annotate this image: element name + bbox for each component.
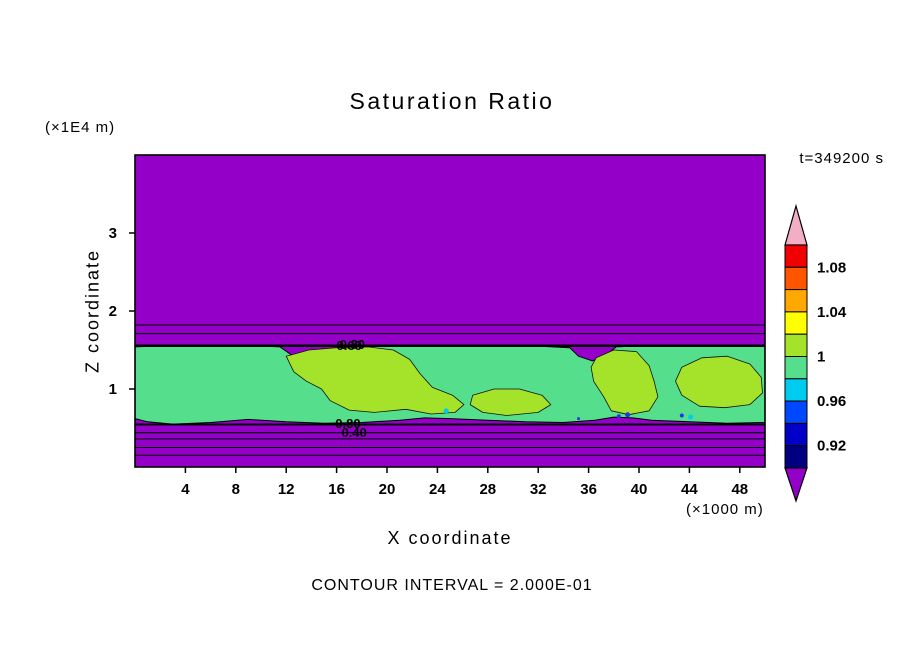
x-tick-label: 48 (731, 481, 748, 498)
chart-title: Saturation Ratio (349, 88, 555, 114)
saturation-speck (625, 412, 631, 418)
colorbar-tick-label: 1.04 (817, 304, 847, 321)
y-tick-label: 3 (109, 225, 117, 242)
colorbar-cell (784, 311, 808, 335)
contour-label: 0.40 (342, 425, 367, 440)
colorbar-cell (784, 289, 808, 313)
x-tick-label: 40 (631, 481, 648, 498)
contour-label: 0.80 (335, 416, 360, 431)
colorbar-cell (784, 422, 808, 447)
supersaturation-patch (469, 388, 552, 416)
x-axis-units-label: (×1000 m) (686, 501, 764, 518)
colorbar-tick-label: 1.08 (817, 259, 846, 276)
x-tick-label: 28 (479, 481, 496, 498)
saturation-speck (679, 413, 684, 418)
x-tick-label: 20 (379, 481, 396, 498)
time-stamp-label: t=349200 s (799, 150, 884, 167)
saturation-speck (688, 414, 694, 420)
colorbar-top-arrow (784, 203, 808, 246)
y-tick-label: 2 (109, 303, 117, 320)
contour-label: 0.60 (337, 338, 362, 353)
colorbar-tick-label: 0.92 (817, 438, 846, 455)
x-tick-label: 16 (328, 481, 345, 498)
colorbar-tick-label: 0.96 (817, 393, 846, 410)
y-tick-label: 1 (109, 381, 117, 398)
colorbar-cell (784, 378, 808, 402)
x-tick-label: 12 (278, 481, 295, 498)
x-tick-label: 32 (530, 481, 547, 498)
supersaturation-patch (675, 355, 763, 409)
colorbar-cell (784, 333, 808, 358)
saturation-speck (577, 417, 581, 421)
x-tick-label: 4 (181, 481, 190, 498)
contour-interval-label: CONTOUR INTERVAL = 2.000E-01 (311, 577, 593, 594)
x-axis-title: X coordinate (387, 528, 513, 548)
colorbar-bottom-arrow (784, 467, 808, 503)
supersaturation-patch (590, 349, 659, 416)
colorbar-tick-label: 1 (817, 349, 825, 366)
x-tick-label: 36 (580, 481, 597, 498)
saturation-speck (616, 414, 621, 419)
colorbar-cell (784, 266, 808, 291)
x-tick-label: 24 (429, 481, 446, 498)
saturation-speck (443, 408, 449, 414)
contour-field (135, 155, 765, 467)
x-tick-label: 44 (681, 481, 698, 498)
supersaturation-patch (285, 346, 465, 415)
x-tick-label: 8 (232, 481, 240, 498)
colorbar-cell (784, 445, 808, 469)
colorbar-cell (784, 244, 808, 268)
colorbar-cell (784, 400, 808, 424)
contour-label: 0.80 (340, 337, 365, 352)
colorbar-cell (784, 356, 808, 380)
y-axis-units-label: (×1E4 m) (45, 119, 116, 136)
